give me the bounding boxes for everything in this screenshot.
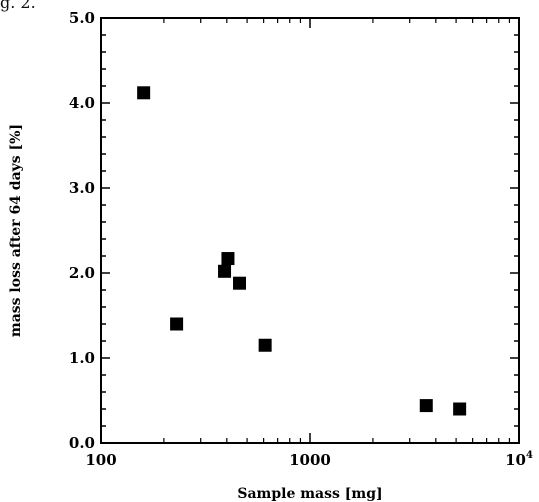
y-tick-label: 5.0 <box>69 9 95 27</box>
data-point <box>218 264 232 278</box>
data-point <box>419 399 433 413</box>
data-points <box>137 86 467 416</box>
x-tick-label-exponent: 4 <box>526 450 533 461</box>
x-tick-label: 104 <box>505 450 533 469</box>
data-point <box>233 276 247 290</box>
tick-labels: 0.0 1.0 2.0 3.0 4.0 5.0 100 1000 104 <box>69 9 533 469</box>
axis-ticks <box>100 17 520 444</box>
data-point <box>170 317 184 331</box>
figure-caption: g. 2. <box>0 0 36 12</box>
data-point <box>453 402 467 416</box>
plot-border <box>100 17 520 444</box>
y-tick-label: 3.0 <box>69 179 95 197</box>
y-tick-label: 2.0 <box>69 264 95 282</box>
data-point <box>258 338 272 352</box>
data-point <box>221 252 235 266</box>
plot-frame <box>100 17 520 444</box>
x-axis-title: Sample mass [mg] <box>237 486 382 502</box>
y-tick-label: 1.0 <box>69 349 95 367</box>
x-tick-label: 1000 <box>289 451 331 469</box>
y-tick-label: 4.0 <box>69 94 95 112</box>
y-axis-title: mass loss after 64 days [%] <box>8 124 24 337</box>
data-point <box>137 86 151 100</box>
x-tick-label: 100 <box>85 451 116 469</box>
y-tick-label: 0.0 <box>69 434 95 452</box>
